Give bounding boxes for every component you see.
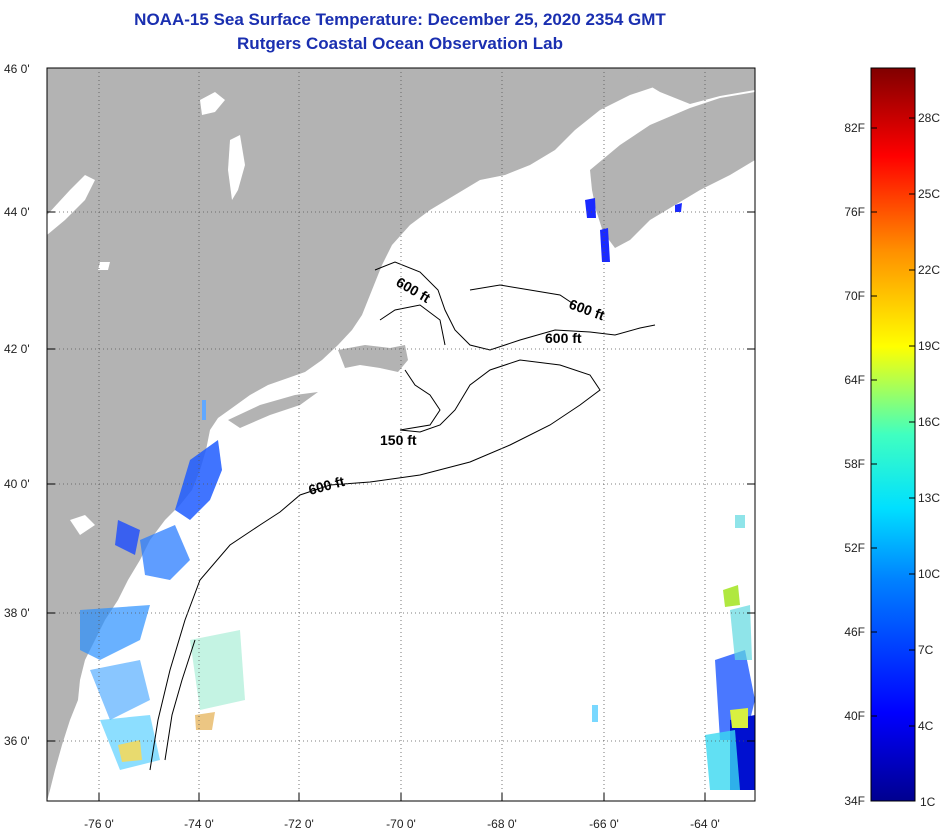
contour-label: 150 ft [380,432,417,448]
land-mainland [47,68,690,801]
colorbar-label-c: 28C [918,111,940,125]
lake [47,175,95,235]
colorbar-label-c: 22C [918,263,940,277]
colorbar-label-f: 64F [844,373,865,387]
colorbar-label-c: 13C [918,491,940,505]
colorbar-label-f: 76F [844,205,865,219]
colorbar-label-c: 7C [918,643,934,657]
lake [228,135,245,200]
lon-label: -76 0' [84,817,114,831]
sst-data-patches [80,198,755,790]
lat-label: 36 0' [4,734,30,748]
colorbar-label-f: 46F [844,625,865,639]
lon-label: -72 0' [284,817,314,831]
colorbar-label-c: 10C [918,567,940,581]
lon-label: -74 0' [184,817,214,831]
lake [200,92,225,115]
contour-label: 600 ft [545,330,582,346]
colorbar-label-c: 25C [918,187,940,201]
colorbar-label-f: 40F [844,709,865,723]
map-subtitle: Rutgers Coastal Ocean Observation Lab [237,34,563,53]
lon-label: -66 0' [589,817,619,831]
lon-label: -68 0' [487,817,517,831]
colorbar-label-f: 34F [844,794,865,808]
lat-label: 46 0' [4,62,30,76]
land-north [630,68,755,104]
colorbar-label-f: 82F [844,121,865,135]
colorbar-label-c: 4C [918,719,934,733]
map-title: NOAA-15 Sea Surface Temperature: Decembe… [134,10,666,29]
lon-label: -70 0' [386,817,416,831]
colorbar-label-c: 1C [920,795,936,809]
lat-label: 44 0' [4,205,30,219]
axis-ticks [47,211,755,801]
lat-label: 38 0' [4,606,30,620]
lat-label: 42 0' [4,342,30,356]
lake [98,262,110,270]
colorbar-label-c: 19C [918,339,940,353]
colorbar-label-c: 16C [918,415,940,429]
colorbar-ticks [871,117,915,727]
colorbar [870,67,916,802]
bathymetry-contours [149,261,656,771]
land-cape-cod [338,345,408,372]
colorbar-label-f: 58F [844,457,865,471]
lake [70,515,95,535]
lon-label: -64 0' [690,817,720,831]
land-long-island [228,392,318,428]
colorbar-label-f: 52F [844,541,865,555]
colorbar-label-f: 70F [844,289,865,303]
lat-label: 40 0' [4,477,30,491]
land-nova-scotia [590,92,755,248]
